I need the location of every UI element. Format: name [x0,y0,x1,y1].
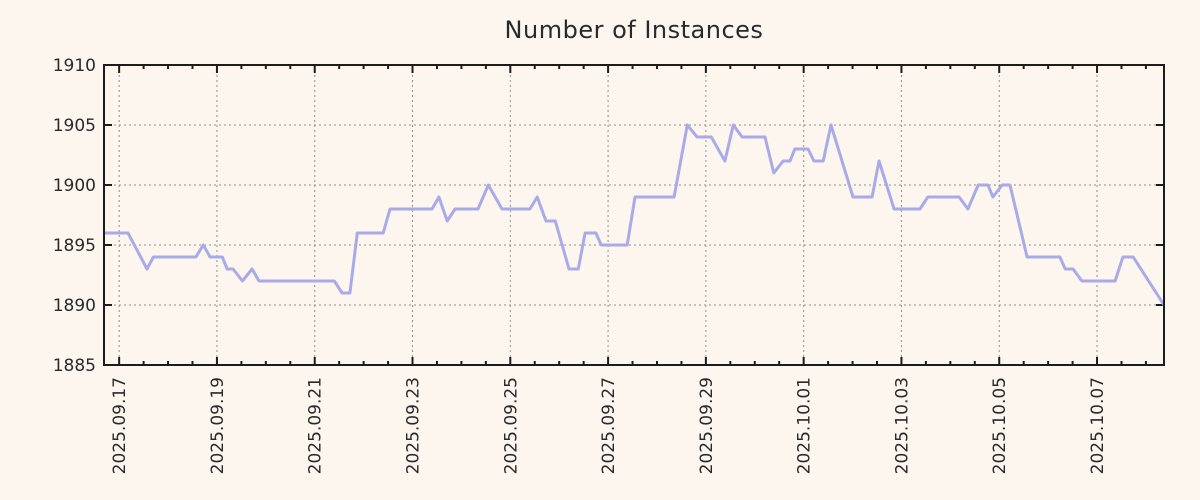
y-tick-label: 1910 [53,56,96,76]
x-tick-label: 2025.09.19 [208,377,228,474]
x-tick-label: 2025.09.23 [404,377,424,474]
series-line [104,123,1166,306]
x-tick-label: 2025.09.29 [697,377,717,474]
plot-border [103,64,1165,366]
x-tick-label: 2025.09.21 [306,377,326,474]
y-tick-label: 1885 [53,356,96,376]
x-tick-label: 2025.09.25 [501,377,521,474]
x-tick-label: 2025.09.17 [110,377,130,474]
chart-title: Number of Instances [504,16,764,44]
y-tick-label: 1895 [53,236,96,256]
x-tick-label: 2025.10.07 [1088,377,1108,474]
x-tick-label: 2025.09.27 [599,377,619,474]
y-tick-label: 1890 [53,296,96,316]
x-tick-label: 2025.10.03 [892,377,912,474]
y-tick-label: 1905 [53,116,96,136]
x-tick-label: 2025.10.05 [990,377,1010,474]
y-tick-label: 1900 [53,176,96,196]
x-tick-label: 2025.10.01 [795,377,815,474]
